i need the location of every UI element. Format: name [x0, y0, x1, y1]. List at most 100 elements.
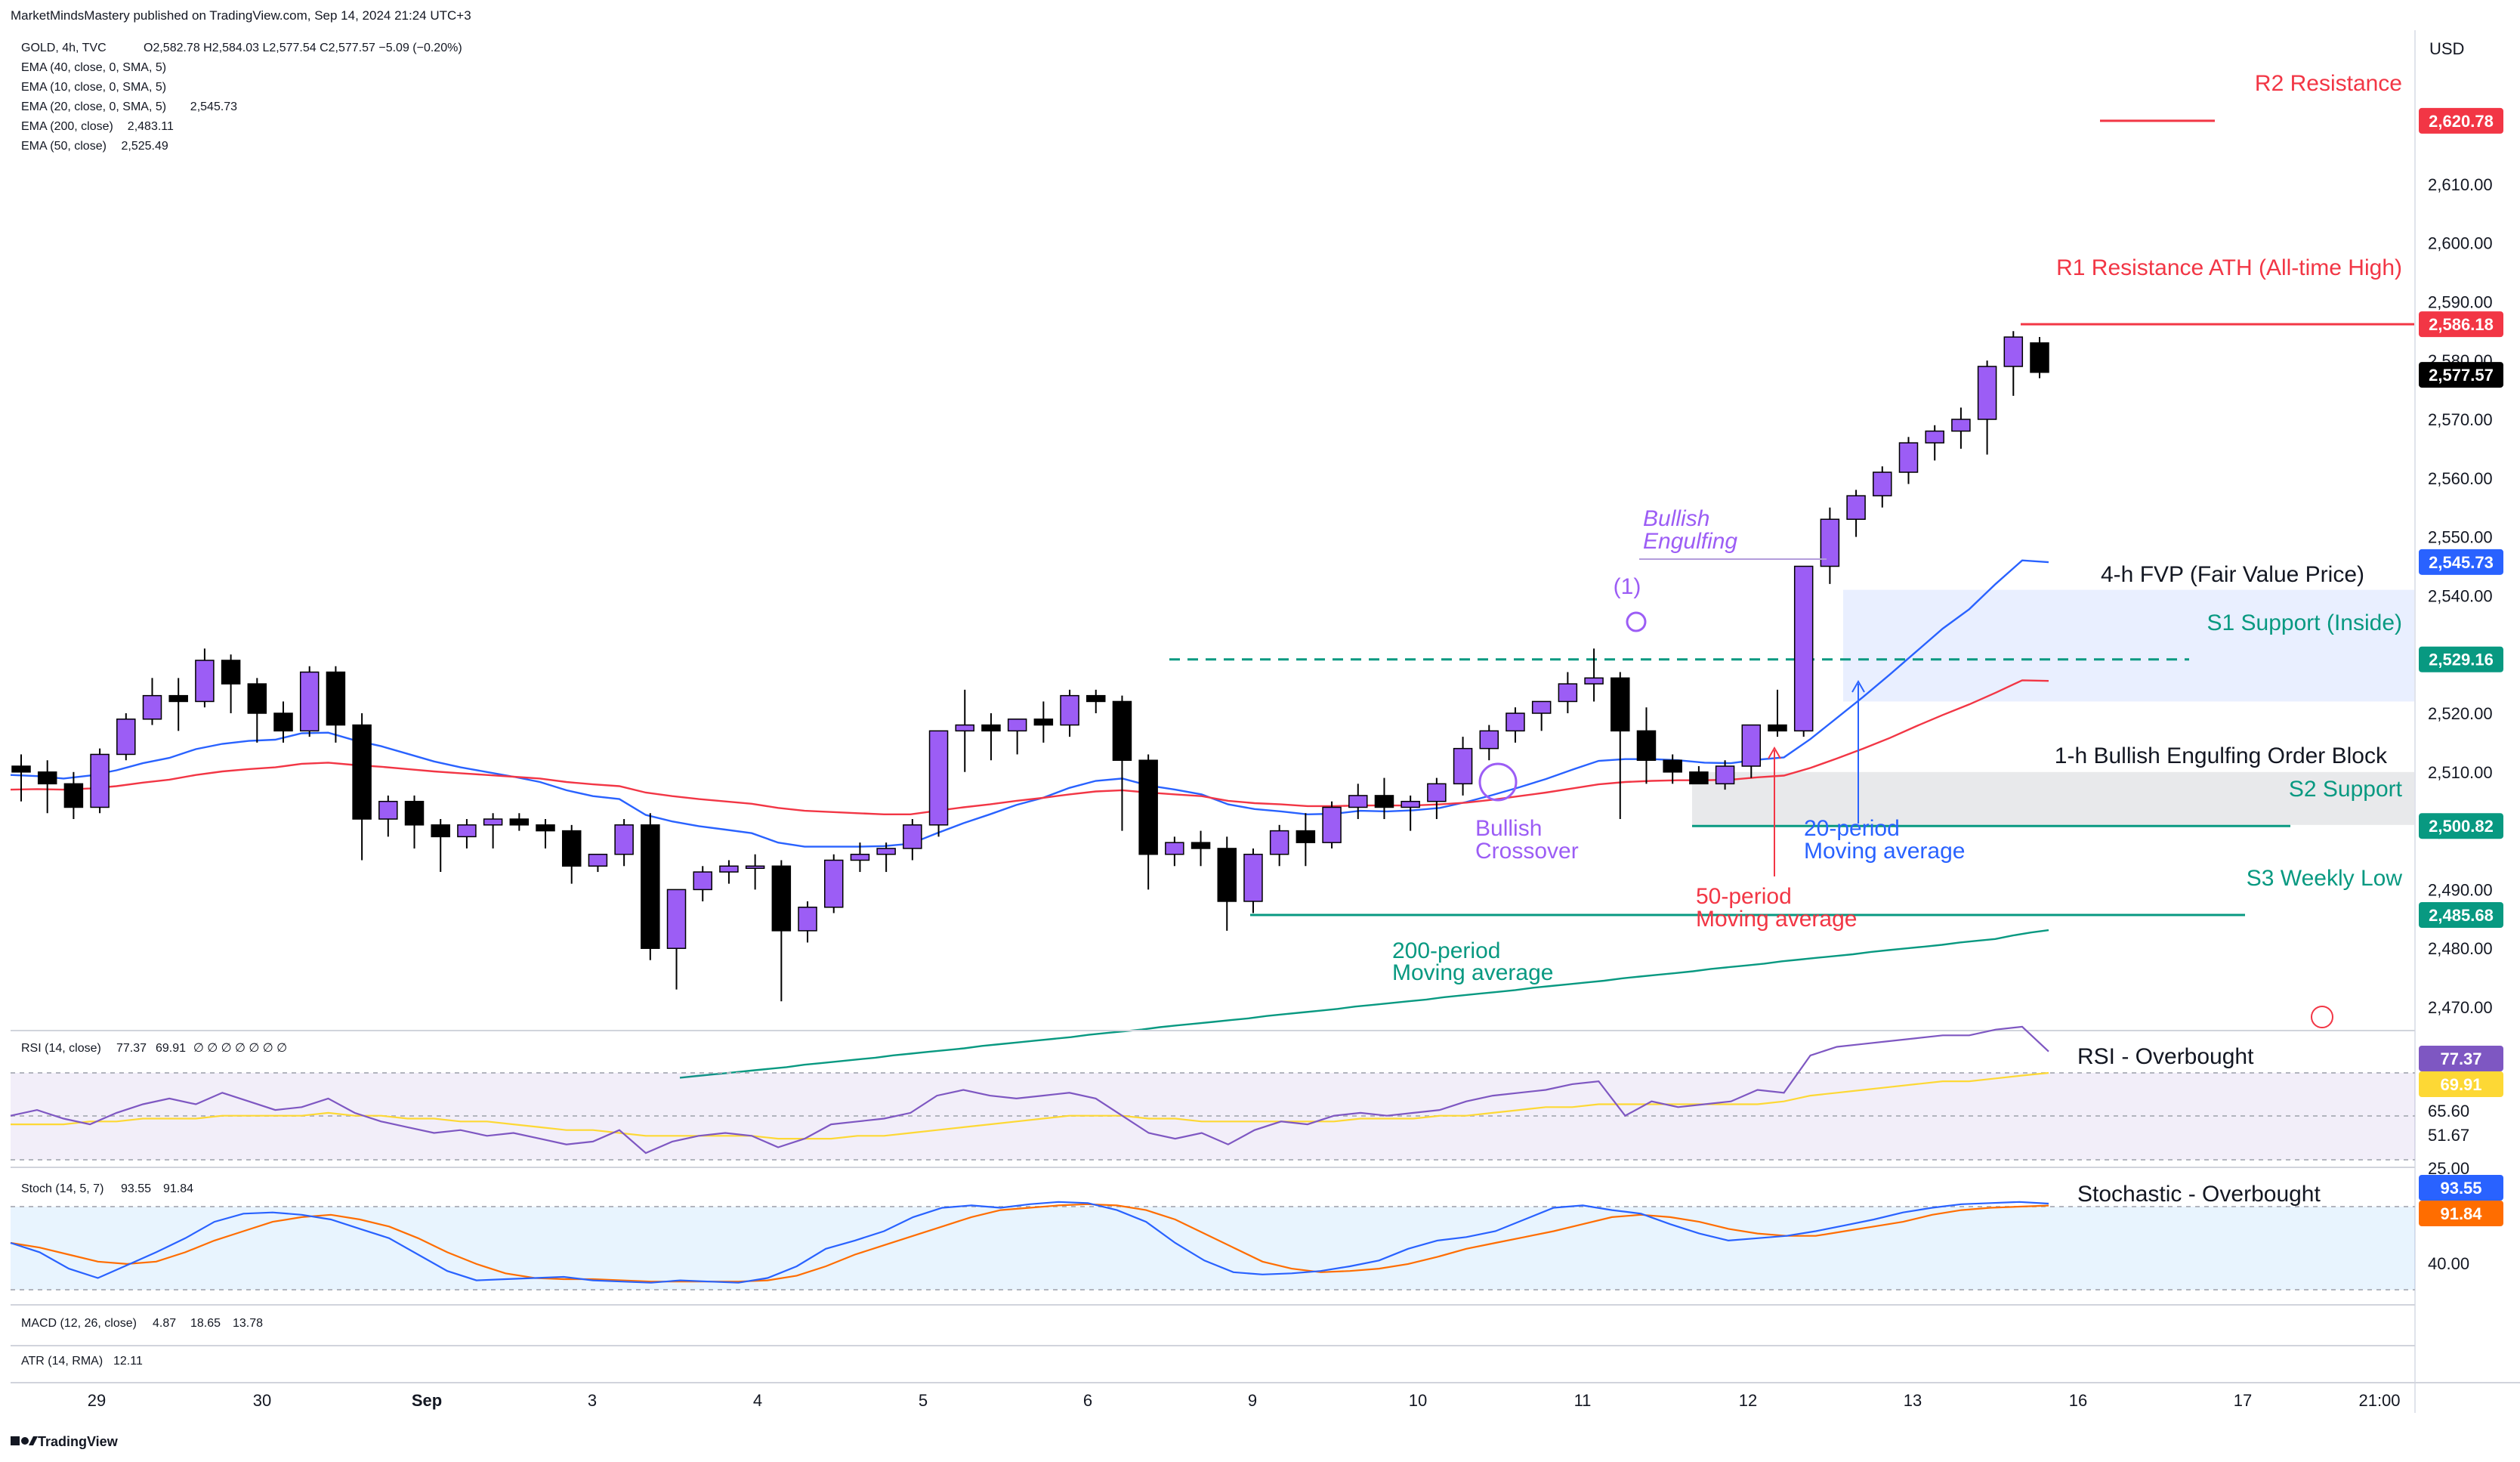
price-zones — [1692, 589, 2415, 825]
candle-body — [404, 800, 425, 826]
crossover-label: Bullish — [1475, 816, 1542, 841]
candle-body — [1086, 694, 1106, 703]
candle-body — [1165, 842, 1184, 855]
price-pill — [2419, 646, 2503, 672]
date-tick: 29 — [88, 1391, 106, 1410]
ma20-label: 20-period — [1804, 816, 1900, 841]
candle-body — [641, 824, 660, 949]
candle-body — [1689, 771, 1709, 785]
candle-body — [1793, 565, 1814, 732]
candle-body — [745, 865, 765, 870]
candle-body — [588, 853, 608, 867]
candle-body — [798, 906, 817, 932]
date-tick: 6 — [1083, 1391, 1092, 1410]
s3-label: S3 Weekly Low — [2247, 866, 2403, 891]
candle-body — [1873, 471, 1892, 496]
candle-body — [1898, 442, 1919, 473]
ema-line-ema-20 — [10, 559, 2049, 848]
candle-body — [378, 800, 398, 820]
candle-body — [1138, 759, 1158, 855]
crossover-label: Crossover — [1475, 839, 1579, 864]
header-text: MarketMindsMastery published on TradingV… — [11, 8, 471, 23]
price-pill-text: 2,485.68 — [2429, 906, 2494, 925]
candle-body — [1584, 677, 1604, 685]
candle-body — [1269, 830, 1289, 855]
candle-body — [1925, 430, 1944, 444]
bullish-engulfing-label: Bullish — [1643, 506, 1709, 531]
legend-line-label: EMA (50, close) — [21, 140, 107, 153]
candle-body — [63, 783, 84, 808]
r1-label: R1 Resistance ATH (All-time High) — [2056, 255, 2402, 280]
price-tick: 2,570.00 — [2428, 410, 2493, 429]
rsi-pill — [2419, 1071, 2503, 1097]
event-icon — [2311, 1006, 2333, 1028]
rsi-tick: 51.67 — [2428, 1126, 2469, 1145]
legend-indicator-list: EMA (40, close, 0, SMA, 5) EMA (10, close… — [21, 61, 237, 153]
candle-body — [168, 694, 188, 703]
atr-value: 12.11 — [113, 1355, 143, 1368]
rsi-pill-text: 77.37 — [2440, 1049, 2481, 1068]
marker-circle — [1626, 611, 1647, 632]
annotations: R2 Resistance R1 Resistance ATH (All-time… — [1392, 71, 2403, 1207]
currency-label: USD — [2429, 39, 2464, 58]
legend-line-value: 2,525.49 — [122, 140, 168, 153]
price-tick: 2,590.00 — [2428, 292, 2493, 311]
candle-body — [1741, 724, 1762, 767]
stoch-band — [11, 1207, 2415, 1290]
date-tick: 10 — [1409, 1391, 1427, 1410]
macd-value-1: 4.87 — [153, 1317, 176, 1330]
candle-body — [903, 824, 922, 849]
candle-body — [955, 724, 974, 732]
legend-line-value: 2,545.73 — [190, 100, 237, 113]
candle-body — [457, 824, 477, 838]
candle-body — [352, 724, 372, 820]
stoch-pill — [2419, 1175, 2503, 1201]
ema-line-ema-50 — [10, 679, 2049, 815]
date-tick: 12 — [1739, 1391, 1757, 1410]
stoch-note: Stochastic - Overbought — [2077, 1182, 2321, 1207]
s1-label: S1 Support (Inside) — [2207, 610, 2402, 635]
date-tick: 9 — [1248, 1391, 1257, 1410]
candle-body — [1374, 795, 1394, 808]
candle-body — [1768, 724, 1787, 732]
ma50-label: 50-period — [1696, 884, 1792, 909]
ema-line-ema-200 — [679, 929, 2049, 1079]
candle-body — [1007, 719, 1027, 732]
price-pill — [2419, 902, 2503, 929]
date-axis: 29 30 Sep 3 4 5 6 9 10 11 12 13 16 17 21:00 — [88, 1391, 2401, 1410]
candle-body — [876, 848, 896, 855]
candlesticks — [11, 331, 2049, 1002]
candle-body — [116, 719, 136, 756]
legend-line-label: EMA (10, close, 0, SMA, 5) — [21, 81, 166, 94]
candle-body — [1217, 848, 1237, 902]
candle-body — [273, 712, 293, 732]
candle-body — [1427, 783, 1447, 802]
rsi-tick: 65.60 — [2428, 1102, 2469, 1120]
candle-body — [1951, 419, 1971, 432]
price-pill-text: 2,529.16 — [2429, 651, 2494, 669]
crossover-circle — [1478, 762, 1518, 802]
ma50-arrowhead — [1768, 746, 1781, 759]
price-pill — [2419, 107, 2503, 134]
price-tick: 2,600.00 — [2428, 234, 2493, 253]
moving-averages — [10, 559, 2049, 1079]
candle-body — [850, 853, 870, 861]
rsi-value: 77.37 — [116, 1042, 147, 1055]
stoch-pill — [2419, 1201, 2503, 1226]
price-pill — [2419, 362, 2503, 388]
price-tick: 2,560.00 — [2428, 469, 2493, 488]
candle-body — [299, 671, 320, 732]
price-pill — [2419, 813, 2503, 839]
footer-brand: TradingView — [38, 1434, 119, 1449]
candle-body — [561, 830, 582, 867]
candle-body — [1401, 800, 1420, 808]
price-levels — [1169, 119, 2415, 916]
candle-body — [1611, 677, 1630, 732]
candle-body — [142, 694, 162, 720]
price-labels: 2,620.78 2,586.18 2,577.57 2,545.73 2,529.16… — [2419, 107, 2503, 929]
candle-body — [1636, 730, 1657, 761]
price-tick: 2,490.00 — [2428, 880, 2493, 899]
stoch-pill-text: 91.84 — [2440, 1204, 2482, 1223]
candle-body — [2003, 336, 2024, 367]
candle-body — [666, 889, 687, 949]
